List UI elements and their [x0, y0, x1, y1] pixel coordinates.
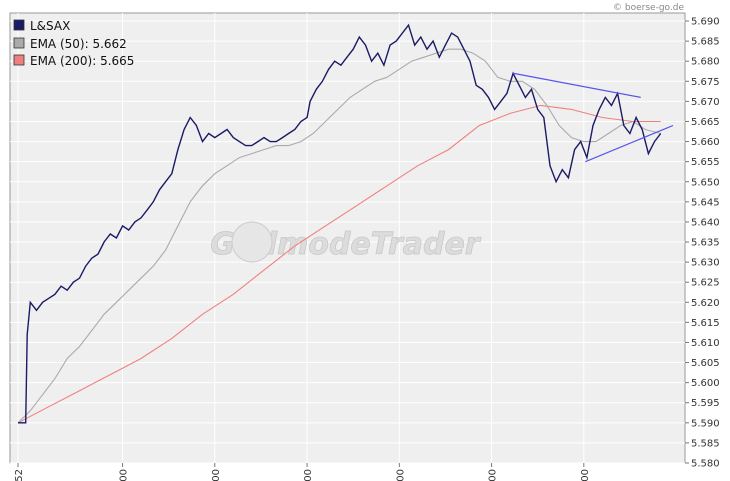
- copyright: © boerse-go.de: [613, 3, 684, 13]
- legend-swatch-ema50: [13, 37, 25, 49]
- trendline-0: [512, 72, 641, 98]
- x-tick-label: 09:00: [119, 469, 130, 481]
- y-tick-label: 5.610: [691, 338, 720, 349]
- y-tick-label: 5.605: [691, 358, 720, 369]
- x-tick-label: 12:00: [395, 469, 406, 481]
- grid-lines: [10, 13, 685, 464]
- legend-label-laxsax: L&SAX: [30, 19, 70, 33]
- legend: L&SAX EMA (50): 5.662 EMA (200): 5.665: [13, 19, 134, 68]
- legend-label-ema200: EMA (200): 5.665: [30, 54, 134, 68]
- y-tick-label: 5.650: [691, 177, 720, 188]
- y-axis: 5.580 5.585 5.590 5.595 5.600 5.605 5.610 5.615…: [685, 17, 720, 470]
- x-tick-label: 10:00: [211, 469, 222, 481]
- legend-label-ema50: EMA (50): 5.662: [30, 37, 127, 51]
- y-tick-label: 5.675: [691, 77, 720, 88]
- y-tick-label: 5.585: [691, 438, 720, 449]
- y-tick-label: 5.640: [691, 217, 720, 228]
- y-tick-label: 5.615: [691, 318, 720, 329]
- series-line-1: [17, 48, 661, 424]
- watermark-logo-icon: [231, 221, 273, 263]
- y-tick-label: 5.580: [691, 459, 720, 470]
- y-tick-label: 5.680: [691, 57, 720, 68]
- x-tick-label: 07:52: [14, 469, 25, 481]
- y-tick-label: 5.630: [691, 258, 720, 269]
- y-tick-label: 5.665: [691, 117, 720, 128]
- legend-swatch-laxsax: [13, 19, 25, 31]
- y-tick-label: 5.625: [691, 278, 720, 289]
- x-tick-label: 13:00: [488, 469, 499, 481]
- legend-swatch-ema200: [13, 54, 25, 66]
- series-line-2: [17, 104, 661, 424]
- y-tick-label: 5.590: [691, 418, 720, 429]
- y-tick-label: 5.595: [691, 398, 720, 409]
- y-tick-label: 5.635: [691, 238, 720, 249]
- x-axis: 07:52 09:00 10:00 11:00 12:00 13:00 14:00: [14, 463, 591, 481]
- y-tick-label: 5.670: [691, 97, 720, 108]
- y-tick-label: 5.685: [691, 37, 720, 48]
- series-layer: [17, 23, 674, 424]
- y-tick-label: 5.690: [691, 17, 720, 28]
- y-tick-label: 5.620: [691, 298, 720, 309]
- y-tick-label: 5.645: [691, 197, 720, 208]
- x-tick-label: 14:00: [580, 469, 591, 481]
- series-line-0: [18, 23, 662, 424]
- trendline-1: [585, 124, 674, 163]
- y-tick-label: 5.655: [691, 157, 720, 168]
- y-tick-label: 5.600: [691, 378, 720, 389]
- x-tick-label: 11:00: [303, 469, 314, 481]
- y-tick-label: 5.660: [691, 137, 720, 148]
